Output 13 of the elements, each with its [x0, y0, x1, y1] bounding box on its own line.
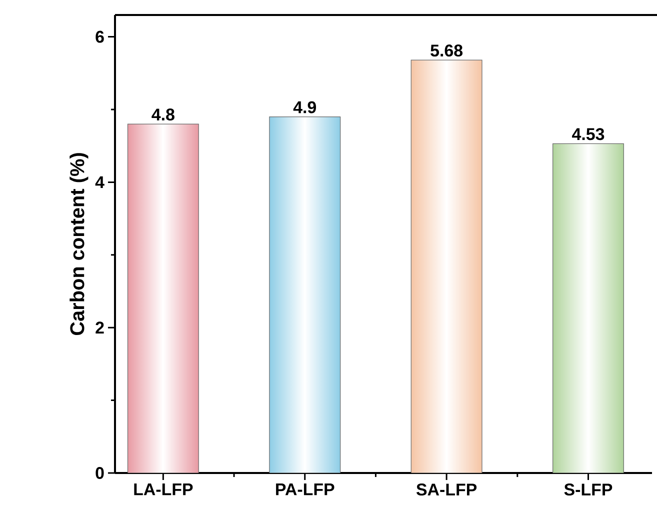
y-axis-title: Carbon content (%): [70, 153, 88, 336]
x-tick-label: S-LFP: [564, 484, 612, 496]
x-tick-label: LA-LFP: [134, 484, 193, 496]
x-tick-label: PA-LFP: [276, 484, 334, 496]
y-tick-label: 0: [96, 467, 104, 479]
data-label: 4.9: [293, 101, 316, 114]
data-label: 4.8: [152, 108, 174, 121]
y-tick-label: 6: [96, 30, 104, 43]
x-tick-label: SA-LFP: [416, 484, 477, 496]
data-label: 5.68: [430, 44, 463, 57]
y-tick-label: 2: [96, 322, 104, 334]
data-label: 4.53: [572, 128, 604, 140]
y-tick-label: 4: [95, 176, 104, 188]
